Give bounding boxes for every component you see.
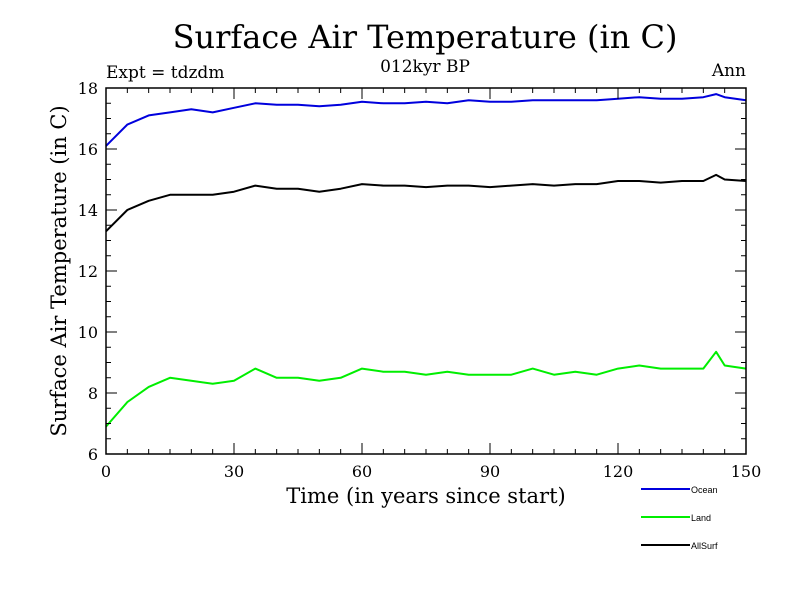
- legend-label-allsurf: AllSurf: [691, 541, 718, 551]
- chart-title: Surface Air Temperature (in C): [173, 18, 678, 56]
- plot-frame: [105, 87, 747, 455]
- series-line-ocean: [105, 93, 747, 147]
- legend: Ocean Land AllSurf: [641, 485, 718, 551]
- legend-label-ocean: Ocean: [691, 485, 718, 495]
- y-tick-label: 12: [78, 262, 98, 281]
- legend-label-land: Land: [691, 513, 711, 523]
- x-tick-label: 150: [731, 462, 762, 481]
- chart-subtitle: 012kyr BP: [380, 57, 470, 77]
- x-tick-label: 0: [101, 462, 111, 481]
- x-tick-label: 30: [224, 462, 244, 481]
- tick-layer: 0 30 60 90 120 150 6 8 10 12 14 16 18: [78, 79, 762, 481]
- y-tick-label: 14: [78, 201, 98, 220]
- period-label: Ann: [711, 61, 746, 81]
- series-line-allsurf: [105, 173, 747, 233]
- x-tick-label: 120: [603, 462, 634, 481]
- y-tick-label: 16: [78, 140, 98, 159]
- series-line-land: [105, 350, 747, 428]
- series-layer: [105, 93, 747, 428]
- x-tick-label: 90: [480, 462, 500, 481]
- x-tick-label: 60: [352, 462, 372, 481]
- y-tick-label: 18: [78, 79, 98, 98]
- y-tick-label: 10: [78, 323, 98, 342]
- y-tick-label: 8: [88, 384, 98, 403]
- experiment-label: Expt = tdzdm: [106, 63, 224, 83]
- y-axis-label: Surface Air Temperature (in C): [47, 105, 71, 436]
- y-tick-label: 6: [88, 445, 98, 464]
- x-axis-label: Time (in years since start): [286, 484, 565, 508]
